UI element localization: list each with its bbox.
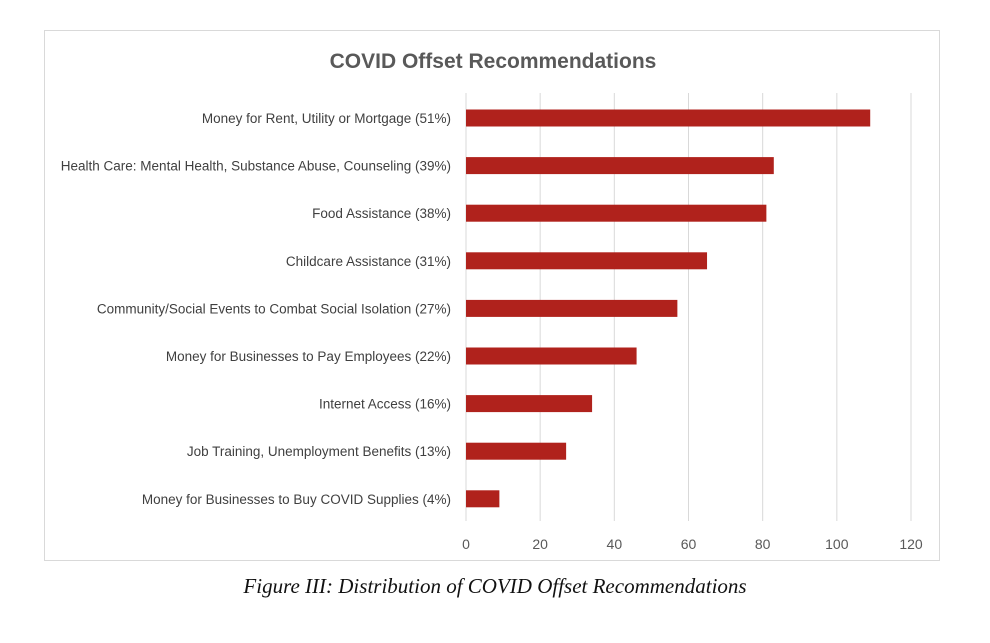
bar <box>466 204 767 222</box>
x-tick-label: 120 <box>899 536 923 552</box>
figure-caption: Figure III: Distribution of COVID Offset… <box>243 574 747 598</box>
x-tick-label: 80 <box>755 536 771 552</box>
category-label: Health Care: Mental Health, Substance Ab… <box>61 159 451 174</box>
category-label: Job Training, Unemployment Benefits (13%… <box>187 444 451 459</box>
bar <box>466 299 678 317</box>
bars <box>466 109 871 508</box>
x-tick-label: 40 <box>607 536 623 552</box>
category-label: Money for Businesses to Pay Employees (2… <box>166 349 451 364</box>
bar <box>466 252 708 270</box>
category-label: Food Assistance (38%) <box>312 206 451 221</box>
category-labels: Money for Rent, Utility or Mortgage (51%… <box>61 111 451 507</box>
category-label: Money for Rent, Utility or Mortgage (51%… <box>202 111 451 126</box>
category-label: Internet Access (16%) <box>319 397 451 412</box>
bar <box>466 109 871 127</box>
x-tick-label: 100 <box>825 536 849 552</box>
bar <box>466 442 567 460</box>
bar <box>466 157 774 175</box>
bar <box>466 395 593 413</box>
chart-frame: COVID Offset Recommendations Money for R… <box>44 30 940 561</box>
x-tick-label: 0 <box>462 536 470 552</box>
category-label: Community/Social Events to Combat Social… <box>97 301 451 316</box>
chart-title: COVID Offset Recommendations <box>330 50 657 73</box>
category-label: Childcare Assistance (31%) <box>286 254 451 269</box>
bar <box>466 490 500 508</box>
bar <box>466 347 637 365</box>
bar-chart: COVID Offset Recommendations Money for R… <box>61 50 923 552</box>
x-axis-ticks: 0 20 40 60 80 100 120 <box>462 536 923 552</box>
x-tick-label: 20 <box>532 536 548 552</box>
category-label: Money for Businesses to Buy COVID Suppli… <box>142 492 451 507</box>
x-tick-label: 60 <box>681 536 697 552</box>
